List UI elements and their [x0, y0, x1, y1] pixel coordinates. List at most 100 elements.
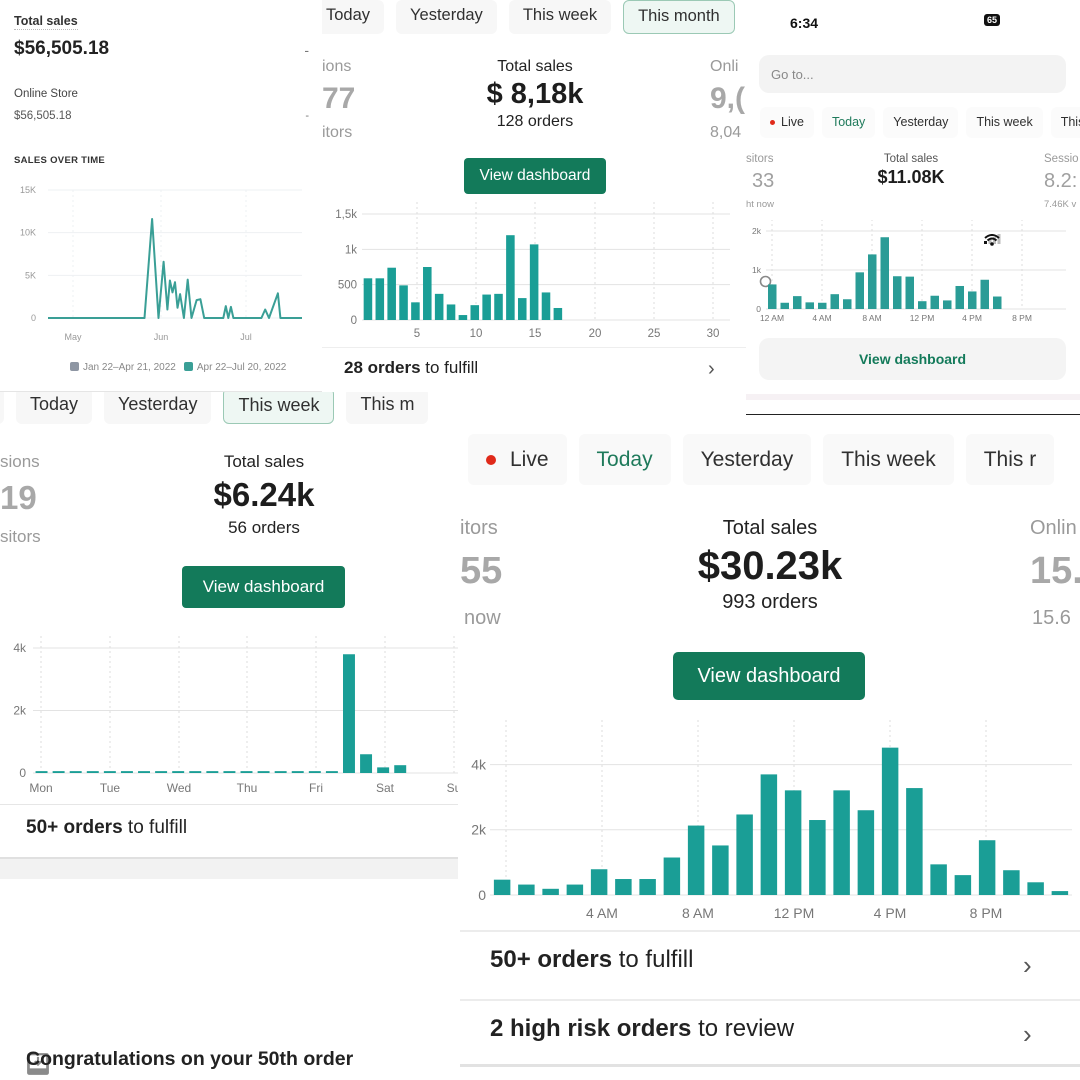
sessions-label: Sessio	[1044, 153, 1079, 165]
orders-count: 993 orders	[722, 591, 818, 613]
online-sub: 15.6	[1032, 607, 1071, 629]
sessions-label: ions	[322, 58, 352, 75]
svg-text:20: 20	[589, 328, 602, 340]
visitors-sub: sitors	[0, 527, 41, 546]
high-risk-orders-row[interactable]: 2 high risk orders to review ›	[460, 999, 1080, 1067]
tab-live[interactable]: Live	[760, 107, 814, 138]
chart-legend: Jan 22–Apr 21, 2022 Apr 22–Jul 20, 2022	[70, 362, 286, 373]
svg-text:15: 15	[529, 328, 542, 340]
total-sales-label[interactable]: Total sales	[14, 14, 78, 30]
this-week-panel: Today Yesterday This week This m sions 1…	[0, 392, 458, 1080]
visitors-value: 55	[460, 550, 503, 592]
sales-over-time-chart: 0 5K 10K 15K May Jun Jul	[20, 185, 302, 342]
hourly-sales-chart: 0 1k 2k 12 AM 4 AM 8 AM 12 PM 4 PM 8 PM	[752, 220, 1066, 323]
sessions-value: 19	[0, 479, 37, 516]
visitors-sub: itors	[322, 124, 353, 141]
view-dashboard-button[interactable]: View dashboard	[673, 652, 865, 700]
tab-this-month[interactable]: This r	[965, 434, 1055, 485]
svg-text:8 AM: 8 AM	[682, 905, 714, 921]
orders-to-fulfill-row[interactable]: 28 orders to fulfill	[344, 358, 478, 378]
online-store-value: $56,505.18	[14, 110, 72, 122]
svg-text:12 PM: 12 PM	[774, 905, 814, 921]
svg-text:30: 30	[707, 328, 720, 340]
tab-live[interactable]	[0, 392, 4, 424]
live-dot-icon	[486, 455, 496, 466]
tab-this-month[interactable]: This month	[623, 0, 735, 34]
svg-text:Jul: Jul	[240, 332, 252, 342]
tab-live[interactable]: Live	[468, 434, 567, 485]
orders-to-fulfill-row[interactable]: 50+ orders to fulfill ›	[460, 930, 1080, 998]
tab-this-month[interactable]: This	[1050, 107, 1080, 138]
tab-yesterday[interactable]: Yesterday	[396, 0, 497, 34]
search-input[interactable]: Go to...	[759, 55, 1066, 291]
svg-text:Su: Su	[447, 781, 458, 795]
svg-text:4k: 4k	[471, 757, 487, 773]
date-range-tabs: Today Yesterday This week This m	[0, 392, 429, 424]
svg-text:8 AM: 8 AM	[862, 313, 881, 323]
total-sales-metric[interactable]: Total sales $30.23k 993 orders	[665, 418, 875, 614]
divider	[0, 857, 458, 879]
signal-icon	[984, 234, 1001, 244]
total-sales-metric[interactable]: Total sales $ 8,18k 128 orders	[435, 0, 635, 131]
sessions-value: 8.2:	[1044, 170, 1078, 192]
svg-text:12 PM: 12 PM	[910, 313, 935, 323]
divider	[746, 414, 1080, 415]
date-range-tabs: Today Yesterday This week This month	[322, 0, 735, 34]
view-dashboard-button[interactable]: View dashboard	[182, 566, 345, 608]
svg-text:2k: 2k	[752, 226, 762, 236]
svg-text:Mon: Mon	[29, 781, 52, 795]
tab-this-month[interactable]: This m	[346, 392, 429, 424]
total-sales-value: $30.23k	[697, 544, 843, 588]
total-sales-metric[interactable]: Total sales $11.08K	[836, 0, 986, 188]
total-sales-label: Total sales	[722, 517, 818, 539]
svg-text:0: 0	[31, 313, 36, 323]
tab-today[interactable]: Today	[578, 434, 671, 485]
svg-text:1,5k: 1,5k	[335, 209, 357, 221]
divider	[0, 804, 458, 805]
view-dashboard-button[interactable]: View dashboard	[759, 338, 1066, 380]
tab-this-week[interactable]: This week	[823, 434, 954, 485]
svg-text:0: 0	[351, 315, 357, 327]
tab-yesterday[interactable]: Yesterday	[104, 392, 212, 424]
svg-text:2k: 2k	[13, 704, 27, 718]
total-sales-value: $56,505.18	[14, 38, 110, 59]
this-month-panel: Today Yesterday This week This month ion…	[322, 0, 746, 392]
tab-today[interactable]: Today	[322, 0, 385, 34]
weekly-sales-chart: 0 2k 4k Mon Tue Wed Thu Fri Sat Su	[13, 636, 458, 795]
online-store-label: Online Store	[14, 88, 78, 100]
search-placeholder: Go to...	[771, 66, 814, 82]
svg-text:Jun: Jun	[154, 332, 169, 342]
tab-yesterday[interactable]: Yesterday	[682, 434, 812, 485]
svg-text:Tue: Tue	[100, 781, 121, 795]
online-value: 15.	[1030, 550, 1080, 592]
tab-today[interactable]: Today	[16, 392, 93, 424]
orders-to-fulfill-row[interactable]: 50+ orders to fulfill	[26, 817, 187, 1075]
orders-count: 128 orders	[496, 113, 574, 130]
total-sales-metric[interactable]: Total sales $6.24k 56 orders	[164, 392, 364, 538]
monthly-sales-chart: 0 500 1k 1,5k 5 10 15 20 25 30	[335, 202, 730, 340]
legend-item-current[interactable]: Apr 22–Jul 20, 2022	[183, 362, 286, 373]
svg-text:4 AM: 4 AM	[586, 905, 618, 921]
svg-text:Wed: Wed	[167, 781, 191, 795]
tab-today[interactable]: Today	[821, 107, 876, 138]
svg-text:May: May	[64, 332, 82, 342]
battery-icon: 65	[984, 14, 1001, 26]
svg-text:0: 0	[478, 887, 486, 903]
sales-over-time-title: SALES OVER TIME	[14, 155, 106, 166]
visitors-value: 33	[752, 170, 775, 192]
tab-this-week[interactable]: This week	[223, 392, 335, 424]
svg-text:1k: 1k	[752, 265, 762, 275]
tab-yesterday[interactable]: Yesterday	[883, 107, 959, 138]
svg-text:Thu: Thu	[237, 781, 258, 795]
view-dashboard-button[interactable]: View dashboard	[464, 158, 606, 194]
divider	[322, 347, 746, 348]
chevron-right-icon[interactable]: ›	[708, 358, 715, 380]
tab-this-week[interactable]: This week	[508, 0, 612, 34]
tab-this-week[interactable]: This week	[966, 107, 1043, 138]
visitors-sub: ht now	[746, 199, 774, 210]
legend-item-previous[interactable]: Jan 22–Apr 21, 2022	[70, 362, 176, 373]
live-dot-icon	[770, 120, 775, 126]
total-sales-value: $11.08K	[877, 167, 945, 187]
svg-text:0: 0	[19, 766, 26, 780]
chevron-right-icon: ›	[1023, 950, 1032, 980]
